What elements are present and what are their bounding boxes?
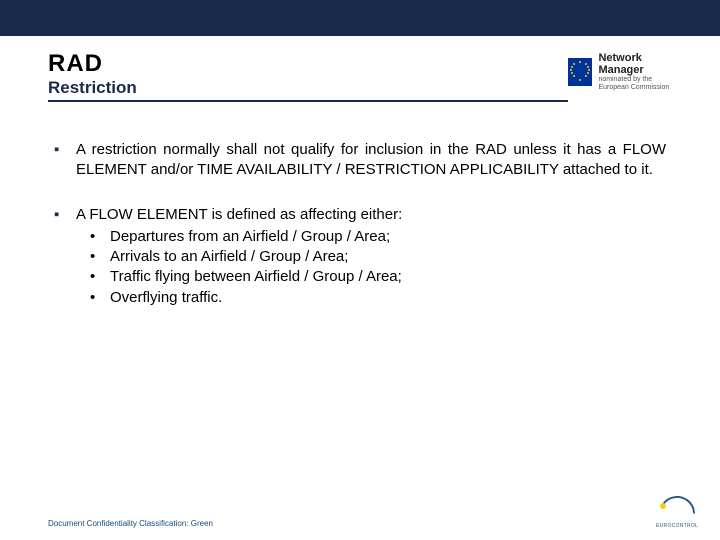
bullet-1-text: A restriction normally shall not qualify…	[76, 140, 666, 181]
eu-flag-icon	[568, 58, 592, 86]
sub-item-1: • Departures from an Airfield / Group / …	[90, 227, 666, 247]
dot-bullet-icon: •	[90, 247, 110, 267]
sub-text-2: Arrivals to an Airfield / Group / Area;	[110, 247, 348, 267]
bullet-2: ▪ A FLOW ELEMENT is defined as affecting…	[54, 205, 666, 308]
nm-subtitle: nominated by the European Commission	[598, 76, 672, 91]
header: RAD Restriction Network Manager nominate…	[0, 36, 720, 102]
square-bullet-icon: ▪	[54, 205, 76, 308]
logo-area: Network Manager nominated by the Europea…	[568, 52, 672, 92]
page-subtitle: Restriction	[48, 78, 568, 102]
dot-bullet-icon: •	[90, 267, 110, 287]
sub-item-4: • Overflying traffic.	[90, 288, 666, 308]
confidentiality-label: Document Confidentiality Classification:…	[48, 519, 213, 528]
dot-bullet-icon: •	[90, 227, 110, 247]
dot-bullet-icon: •	[90, 288, 110, 308]
header-row: RAD Restriction Network Manager nominate…	[48, 50, 672, 102]
bullet-1: ▪ A restriction normally shall not quali…	[54, 140, 666, 181]
top-bar	[0, 0, 720, 36]
titles: RAD Restriction	[48, 50, 568, 102]
square-bullet-icon: ▪	[54, 140, 76, 181]
sub-text-1: Departures from an Airfield / Group / Ar…	[110, 227, 390, 247]
content: ▪ A restriction normally shall not quali…	[0, 102, 720, 308]
sub-text-4: Overflying traffic.	[110, 288, 222, 308]
eurocontrol-logo-icon: EUROCONTROL	[656, 496, 696, 528]
eu-stars-icon	[569, 61, 591, 83]
sub-list: • Departures from an Airfield / Group / …	[76, 227, 666, 308]
bullet-2-text: A FLOW ELEMENT is defined as affecting e…	[76, 206, 402, 223]
page-title: RAD	[48, 50, 568, 78]
footer: Document Confidentiality Classification:…	[48, 496, 696, 528]
eurocontrol-label: EUROCONTROL	[656, 523, 696, 529]
sub-item-3: • Traffic flying between Airfield / Grou…	[90, 267, 666, 287]
sub-item-2: • Arrivals to an Airfield / Group / Area…	[90, 247, 666, 267]
bullet-2-body: A FLOW ELEMENT is defined as affecting e…	[76, 205, 666, 308]
sub-text-3: Traffic flying between Airfield / Group …	[110, 267, 402, 287]
network-manager-text: Network Manager nominated by the Europea…	[598, 52, 672, 92]
nm-title: Network Manager	[598, 52, 672, 76]
